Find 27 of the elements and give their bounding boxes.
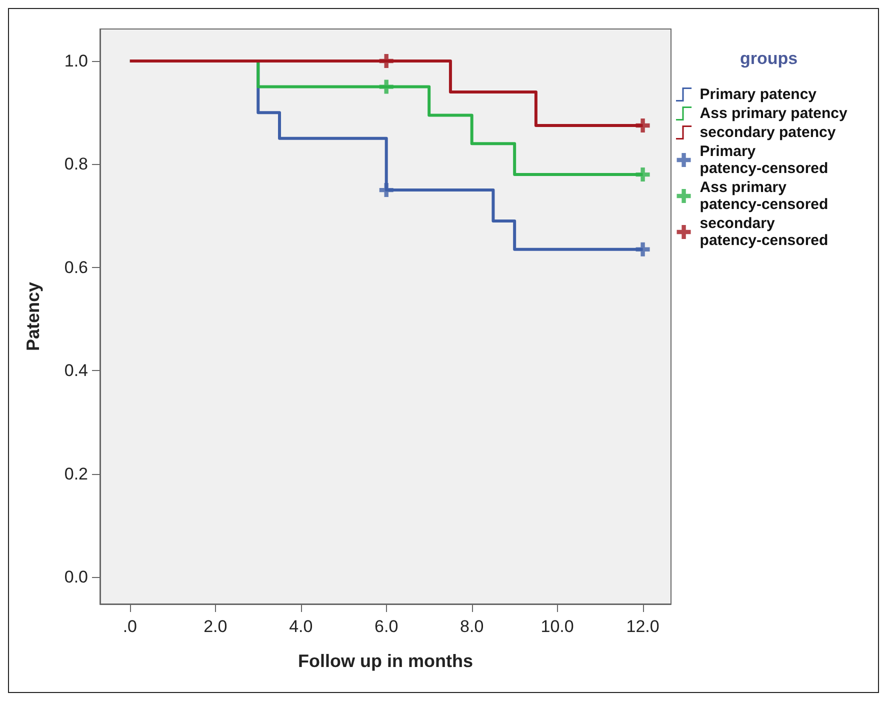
x-tick-label: 6.0 — [374, 617, 398, 636]
point — [636, 242, 650, 256]
x-tick-label: 8.0 — [460, 617, 484, 636]
legend-label: Primary patency — [700, 86, 818, 103]
point — [636, 168, 650, 182]
legend-title: groups — [740, 49, 798, 68]
legend-label: secondary patency — [700, 124, 836, 141]
legend-label: Ass primary patency — [700, 105, 848, 122]
y-tick-label: 0.0 — [64, 568, 88, 587]
x-tick-label: 12.0 — [626, 617, 660, 636]
y-tick-label: 0.2 — [64, 464, 88, 484]
y-axis-title: Patency — [23, 282, 43, 352]
point — [636, 118, 650, 133]
point — [379, 80, 394, 94]
x-tick-label: 2.0 — [204, 617, 228, 636]
point — [379, 54, 394, 68]
y-tick-label: 0.6 — [64, 258, 88, 277]
legend-label: Primary patency-censored — [700, 143, 828, 177]
y-tick-label: 1.0 — [64, 52, 88, 70]
legend-label: secondary patency-censored — [700, 215, 828, 249]
y-tick-label: 0.8 — [64, 154, 88, 174]
x-tick-label: .0 — [122, 617, 138, 636]
x-tick-label: 4.0 — [289, 617, 313, 636]
point — [379, 183, 394, 198]
x-tick-label: 10.0 — [540, 617, 574, 636]
x-axis-title: Follow up in months — [298, 651, 473, 671]
y-tick-label: 0.4 — [64, 361, 88, 380]
